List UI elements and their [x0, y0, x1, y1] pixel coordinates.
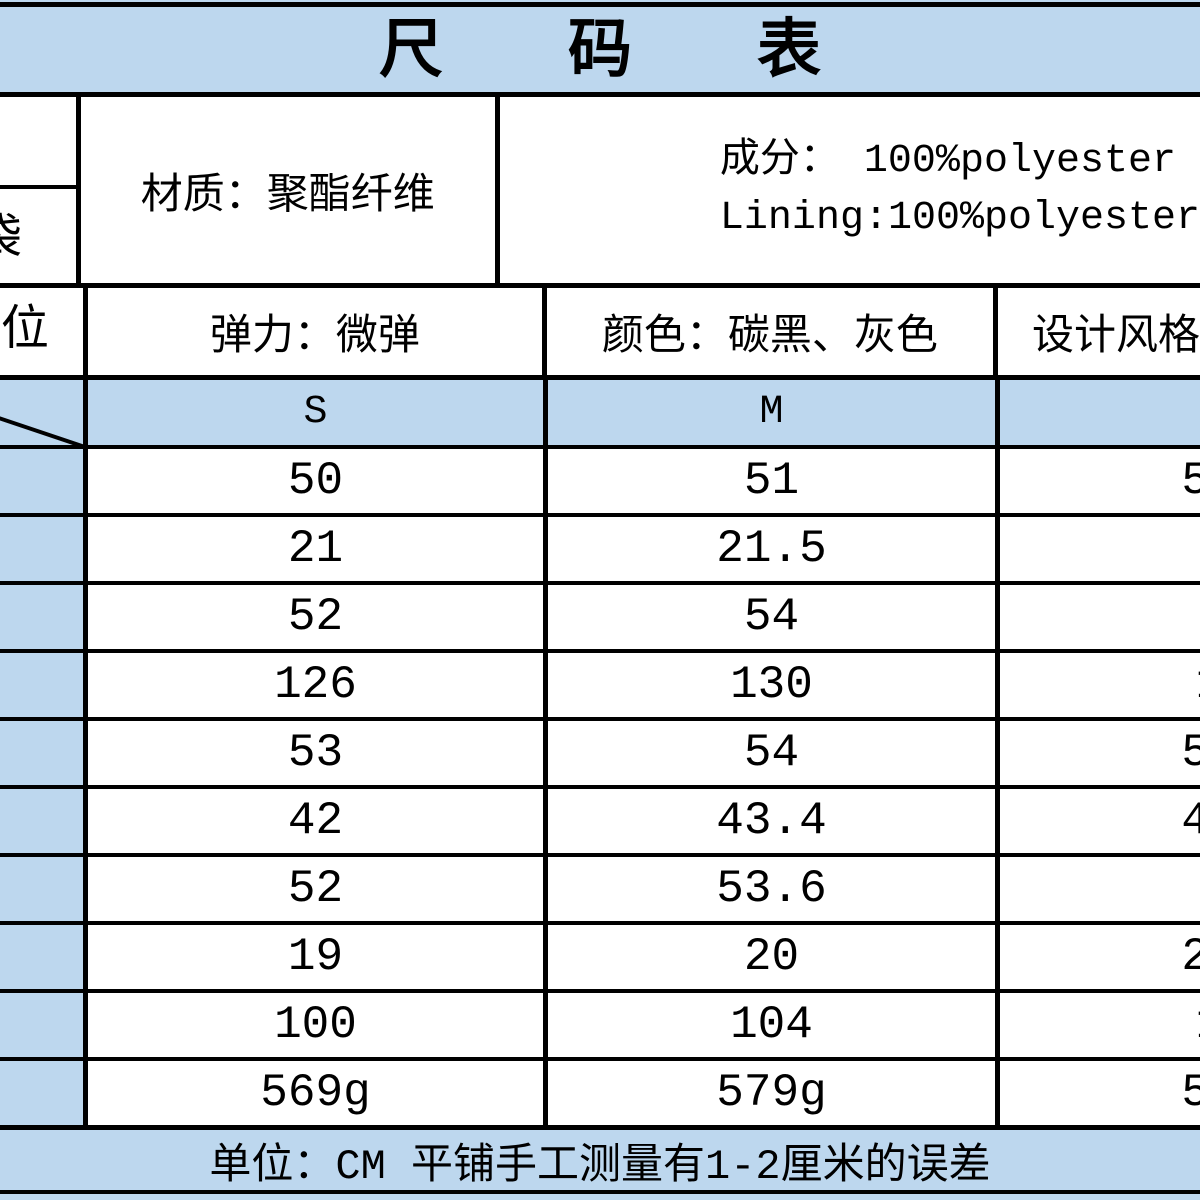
material-cell: 材质：聚酯纤维	[81, 97, 500, 283]
table-row: 53 54 5	[0, 717, 1200, 785]
border-line	[0, 1190, 1200, 1194]
value-s: 569g	[88, 1061, 548, 1125]
row-label-cell	[0, 653, 88, 717]
value-s: 50	[88, 449, 548, 513]
top-blue-sliver	[0, 0, 1200, 2]
row-label-cell	[0, 925, 88, 989]
value-l-clipped: 5	[1000, 449, 1200, 513]
value-l-fragment: 5	[1181, 727, 1200, 779]
value-l-clipped: 1	[1000, 653, 1200, 717]
value-l-clipped	[1000, 857, 1200, 921]
footer-note-band: 单位：CM 平铺手工测量有1-2厘米的误差	[0, 1125, 1200, 1191]
row-label-cell	[0, 1061, 88, 1125]
row-label-cell	[0, 449, 88, 513]
value-l-fragment: 1	[1195, 662, 1200, 708]
diagonal-header-cell	[0, 380, 88, 445]
value-m: 21.5	[548, 517, 1000, 581]
value-s: 126	[88, 653, 548, 717]
value-s: 52	[88, 857, 548, 921]
value-l-clipped	[1000, 517, 1200, 581]
chart-title: 尺码表	[379, 13, 946, 85]
value-m: 53.6	[548, 857, 1000, 921]
table-row: 42 43.4 4	[0, 785, 1200, 853]
table-row: 100 104 1	[0, 989, 1200, 1057]
value-m: 104	[548, 993, 1000, 1057]
left-label-fragment-part: 位	[0, 304, 49, 359]
value-m: 579g	[548, 1061, 1000, 1125]
bottom-blue-sliver	[0, 1194, 1200, 1200]
composition-cell: 成分： 100%polyester Lining:100%polyester	[500, 97, 1200, 283]
value-s: 21	[88, 517, 548, 581]
value-l-clipped: 1	[1000, 993, 1200, 1057]
value-m: 20	[548, 925, 1000, 989]
border-line	[0, 2, 1200, 7]
value-m: 130	[548, 653, 1000, 717]
value-m: 51	[548, 449, 1000, 513]
composition-line-1: 成分： 100%polyester	[719, 139, 1176, 184]
material-text: 材质：聚酯纤维	[140, 172, 435, 221]
measurement-note: 单位：CM 平铺手工测量有1-2厘米的误差	[209, 1142, 991, 1191]
color-cell: 颜色：碳黑、灰色	[547, 288, 998, 375]
value-s: 42	[88, 789, 548, 853]
info-row-material: 袋 材质：聚酯纤维 成分： 100%polyester Lining:100%p…	[0, 97, 1200, 283]
composition-line-2: Lining:100%polyester	[719, 196, 1200, 241]
value-l-fragment: 5	[1181, 1067, 1200, 1119]
size-header-s: S	[88, 380, 548, 445]
value-l-fragment: 5	[1181, 455, 1200, 507]
value-s: 19	[88, 925, 548, 989]
value-l-clipped: 5	[1000, 1061, 1200, 1125]
design-style-cell: 设计风格	[998, 288, 1200, 375]
left-column-divider	[0, 185, 76, 189]
diagonal-line	[0, 416, 83, 445]
size-header-l-clipped	[1000, 380, 1200, 445]
size-header-m: M	[548, 380, 1000, 445]
value-m: 54	[548, 585, 1000, 649]
value-m: 54	[548, 721, 1000, 785]
value-l-fragment: 1	[1195, 1002, 1200, 1048]
size-header-row: S M	[0, 380, 1200, 445]
color-text: 颜色：碳黑、灰色	[601, 314, 938, 362]
title-band: 尺码表	[0, 7, 1200, 92]
value-s: 53	[88, 721, 548, 785]
size-m-label: M	[759, 390, 784, 435]
table-row: 52 54	[0, 581, 1200, 649]
value-l-fragment: 2	[1181, 931, 1200, 983]
row-label-cell	[0, 517, 88, 581]
value-s: 52	[88, 585, 548, 649]
value-l-clipped: 4	[1000, 789, 1200, 853]
measurement-rows: 50 51 5 21 21.5 52 54 126 130	[0, 445, 1200, 1125]
border-line	[0, 92, 1200, 97]
border-line	[0, 375, 1200, 380]
elasticity-cell: 弹力：微弹	[88, 288, 547, 375]
value-l-clipped	[1000, 585, 1200, 649]
size-s-label: S	[303, 390, 328, 435]
value-m: 43.4	[548, 789, 1000, 853]
info-row-color: 位 弹力：微弹 颜色：碳黑、灰色 设计风格	[0, 288, 1200, 375]
value-s: 100	[88, 993, 548, 1057]
left-label-fragment-pocket: 袋	[0, 217, 22, 265]
row-label-cell	[0, 721, 88, 785]
left-label-cell-pocket: 袋	[0, 97, 81, 283]
table-row: 50 51 5	[0, 445, 1200, 513]
value-l-fragment: 4	[1181, 795, 1200, 847]
table-row: 126 130 1	[0, 649, 1200, 717]
border-line	[0, 283, 1200, 288]
table-row: 19 20 2	[0, 921, 1200, 989]
row-label-cell	[0, 585, 88, 649]
value-l-clipped: 2	[1000, 925, 1200, 989]
row-label-cell	[0, 857, 88, 921]
table-row: 21 21.5	[0, 513, 1200, 581]
table-row: 52 53.6	[0, 853, 1200, 921]
row-label-cell	[0, 789, 88, 853]
design-style-text: 设计风格	[1031, 314, 1200, 362]
elasticity-text: 弹力：微弹	[209, 314, 420, 362]
left-label-cell-part: 位	[0, 288, 88, 375]
table-row: 569g 579g 5	[0, 1057, 1200, 1125]
value-l-clipped: 5	[1000, 721, 1200, 785]
row-label-cell	[0, 993, 88, 1057]
